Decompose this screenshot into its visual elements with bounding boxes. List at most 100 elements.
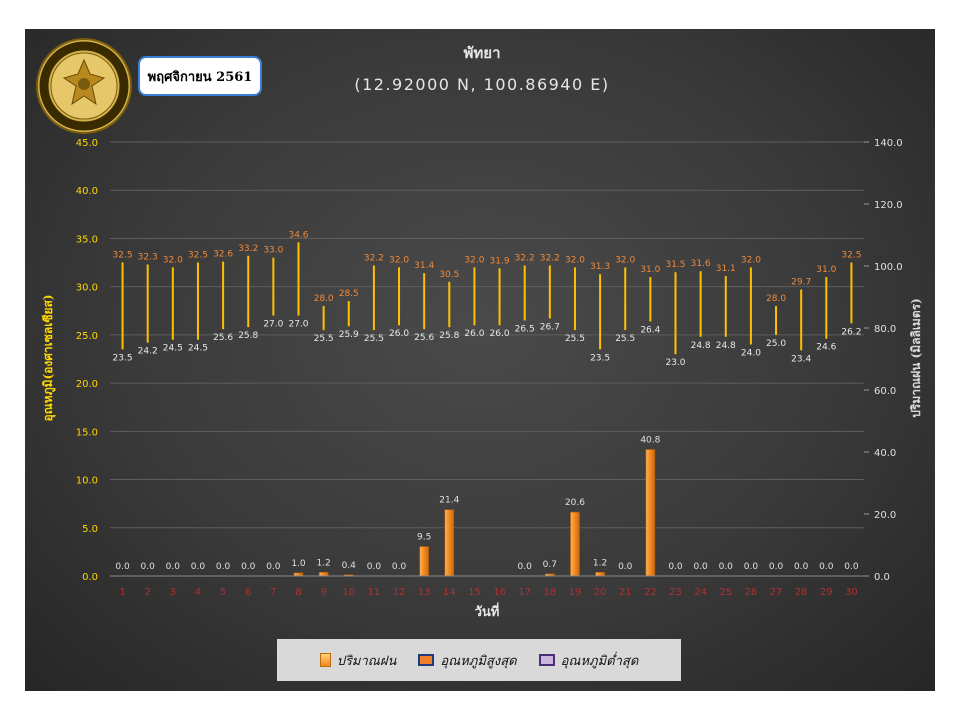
- y-tick-left: 5.0: [82, 524, 98, 535]
- y-tick-left: 10.0: [76, 476, 98, 487]
- min-temp-label: 23.0: [665, 358, 685, 368]
- rain-label: 0.0: [844, 562, 859, 572]
- rain-label: 0.0: [392, 562, 407, 572]
- rain-label: 21.4: [439, 496, 459, 506]
- y-tick-right: 40.0: [874, 448, 896, 459]
- x-tick-label: 19: [569, 587, 582, 598]
- x-tick-label: 21: [619, 587, 632, 598]
- min-temp-label: 25.5: [364, 334, 384, 344]
- min-temp-label: 24.8: [691, 341, 711, 351]
- x-tick-label: 8: [295, 587, 301, 598]
- meteorological-department-logo: [36, 38, 132, 134]
- rain-bar: [570, 511, 580, 577]
- rain-bar: [595, 571, 605, 577]
- min-temp-label: 24.5: [188, 344, 208, 354]
- rain-label: 0.7: [543, 560, 557, 570]
- max-temp-label: 33.2: [238, 244, 258, 254]
- max-temp-label: 28.0: [766, 294, 786, 304]
- chart-title: พัทยา: [464, 44, 501, 62]
- month-badge: พฤศจิกายน 2561: [138, 56, 262, 96]
- x-tick-label: 25: [719, 587, 732, 598]
- y-tick-right: 80.0: [874, 324, 896, 335]
- x-tick-label: 18: [543, 587, 556, 598]
- x-tick-label: 14: [443, 587, 456, 598]
- rain-label: 0.0: [744, 562, 759, 572]
- chart-panel: [25, 29, 935, 691]
- rain-label: 40.8: [640, 436, 660, 446]
- min-temp-label: 27.0: [263, 320, 283, 330]
- max-temp-label: 31.1: [716, 264, 736, 274]
- max-temp-label: 31.4: [414, 261, 434, 271]
- y-axis-left-label: อุณหภูมิ(องศาเซลเซียส): [41, 294, 56, 421]
- y-tick-left: 25.0: [76, 331, 98, 342]
- y-axis-right-ticks: 0.0 20.0 40.0 60.0 80.0 100.0 120.0 140.0: [864, 138, 903, 583]
- max-temp-label: 30.5: [439, 270, 459, 280]
- y-tick-left: 45.0: [76, 138, 98, 149]
- x-tick-label: 28: [795, 587, 808, 598]
- x-axis-label: วันที่: [475, 602, 500, 620]
- rain-label: 0.0: [191, 562, 206, 572]
- max-temp-label: 28.0: [314, 294, 334, 304]
- max-temp-label: 32.0: [615, 255, 635, 265]
- y-tick-right: 100.0: [874, 262, 903, 273]
- max-temp-label: 32.0: [389, 255, 409, 265]
- max-temp-label: 32.2: [540, 253, 560, 263]
- rain-label: 20.6: [565, 498, 585, 508]
- rain-label: 0.0: [241, 562, 256, 572]
- min-temp-label: 23.5: [590, 353, 610, 363]
- rain-bars: [293, 449, 656, 577]
- min-temp-label: 24.6: [816, 343, 836, 353]
- legend-swatch-max-temp: [418, 654, 435, 666]
- min-temp-label: 26.2: [841, 327, 861, 337]
- rain-bar: [318, 571, 329, 577]
- data-labels: 32.5 32.3 32.0 32.5 32.6 33.2 33.0 34.6 28.0 28.5…: [113, 230, 862, 572]
- legend-item-min-temp: อุณหภูมิต่ำสุด: [538, 650, 639, 671]
- y-tick-left: 35.0: [76, 234, 98, 245]
- gridlines: [110, 141, 864, 577]
- min-temp-label: 27.0: [288, 320, 308, 330]
- max-temp-label: 32.6: [213, 250, 233, 260]
- rain-label: 1.2: [316, 558, 330, 568]
- x-tick-label: 10: [342, 587, 355, 598]
- max-temp-label: 34.6: [288, 230, 308, 240]
- rain-label: 0.0: [141, 562, 156, 572]
- max-temp-label: 32.5: [113, 251, 133, 261]
- max-temp-label: 31.5: [665, 260, 685, 270]
- y-tick-left: 20.0: [76, 379, 98, 390]
- rain-label: 0.0: [769, 562, 784, 572]
- rain-label: 0.4: [342, 561, 357, 571]
- x-tick-label: 22: [644, 587, 657, 598]
- min-temp-label: 24.8: [716, 341, 736, 351]
- min-temp-label: 25.6: [213, 333, 233, 343]
- rain-label: 0.0: [819, 562, 834, 572]
- legend-swatch-min-temp: [538, 654, 555, 666]
- y-axis-right-label: ปริมาณฝน (มิลลิเมตร): [909, 298, 923, 417]
- max-temp-label: 33.0: [263, 246, 283, 256]
- rain-label: 0.0: [166, 562, 181, 572]
- rain-bar: [419, 546, 429, 577]
- x-tick-label: 4: [195, 587, 201, 598]
- min-temp-label: 25.5: [615, 334, 635, 344]
- max-temp-label: 31.0: [640, 265, 660, 275]
- legend-swatch-rain: [319, 653, 331, 667]
- legend-label-rain: ปริมาณฝน: [336, 653, 397, 669]
- max-temp-label: 31.0: [816, 265, 836, 275]
- rain-label: 0.0: [719, 562, 734, 572]
- legend-label-min-temp: อุณหภูมิต่ำสุด: [560, 653, 639, 669]
- min-temp-label: 26.5: [515, 324, 535, 334]
- x-tick-label: 5: [220, 587, 226, 598]
- y-tick-left: 15.0: [76, 427, 98, 438]
- y-tick-left: 30.0: [76, 283, 98, 294]
- min-temp-label: 25.9: [339, 330, 359, 340]
- y-tick-left: 40.0: [76, 186, 98, 197]
- rain-label: 0.0: [216, 562, 231, 572]
- min-temp-label: 24.5: [163, 344, 183, 354]
- rain-bar: [444, 509, 455, 577]
- rain-label: 0.0: [668, 562, 683, 572]
- rain-label: 1.2: [593, 558, 607, 568]
- max-temp-label: 32.5: [188, 251, 208, 261]
- max-temp-label: 32.5: [841, 251, 861, 261]
- rain-label: 0.0: [367, 562, 382, 572]
- x-tick-label: 12: [393, 587, 406, 598]
